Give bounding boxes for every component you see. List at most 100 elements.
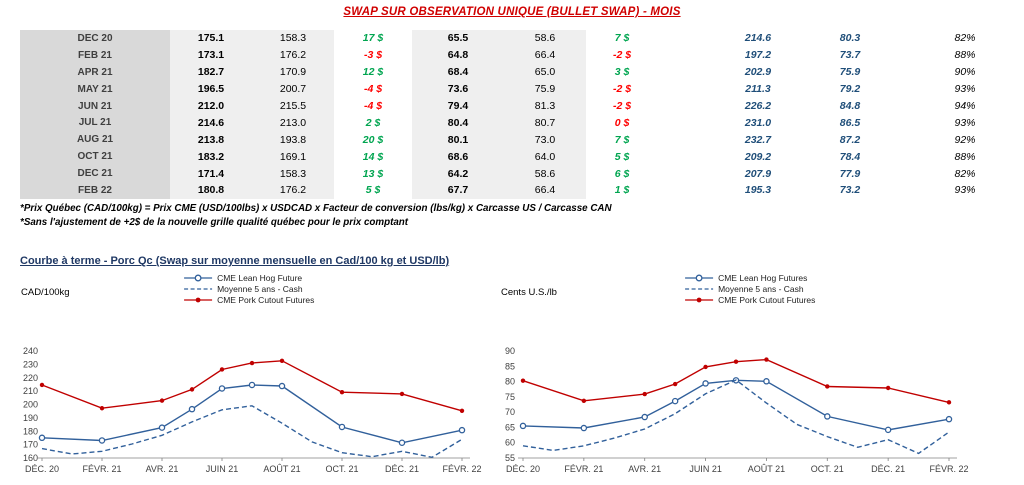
cell-diff_us: 6 $ xyxy=(614,167,630,180)
cell-cutout_us: 84.8 xyxy=(839,100,861,112)
cad-chart-legend: CME Lean Hog Future Moyenne 5 ans - Cash C… xyxy=(183,272,314,305)
legend-item: CME Pork Cutout Futures xyxy=(183,294,314,305)
cell-month: JUN 21 xyxy=(20,97,170,115)
cell-pct: 82% xyxy=(954,167,976,180)
cell-month: JUL 21 xyxy=(20,114,170,132)
cell-price_us: 68.4 xyxy=(412,63,504,81)
cell-diff_us: 5 $ xyxy=(614,150,630,163)
y-tick-label: 70 xyxy=(505,407,515,417)
cell-price_us: 80.1 xyxy=(412,131,504,149)
cell-price_us: 67.7 xyxy=(412,182,504,199)
cell-diff_cad: 2 $ xyxy=(365,116,381,129)
y-tick-label: 240 xyxy=(23,346,38,356)
x-tick-label: JUIN 21 xyxy=(689,464,722,474)
table-row: JUL 21 214.6 213.0 2 $ 80.4 80.7 0 $ 231.0 86.5 9… xyxy=(20,114,998,132)
x-tick-label: JUIN 21 xyxy=(206,464,239,474)
legend-line-sample-icon xyxy=(685,274,714,281)
cell-month: FEB 21 xyxy=(20,46,170,64)
x-tick-label: DÉC. 21 xyxy=(385,464,419,474)
cell-month: FEB 22 xyxy=(20,182,170,199)
section-title: Courbe à terme - Porc Qc (Swap sur moyen… xyxy=(20,255,450,267)
legend-item: CME Pork Cutout Futures xyxy=(684,294,815,305)
cell-month: DEC 21 xyxy=(20,165,170,183)
x-tick-label: AOÛT 21 xyxy=(748,464,785,474)
y-tick-label: 180 xyxy=(23,426,38,436)
footnote-formula: *Prix Québec (CAD/100kg) = Prix CME (USD… xyxy=(20,203,612,214)
usd-axis-unit-label: Cents U.S./lb xyxy=(501,287,557,298)
cell-price_us: 79.4 xyxy=(412,97,504,115)
table-row: DEC 21 171.4 158.3 13 $ 64.2 58.6 6 $ 207.9 77.9… xyxy=(20,165,998,183)
x-tick-label: AOÛT 21 xyxy=(263,464,300,474)
cell-cutout_us: 75.9 xyxy=(839,66,861,79)
cell-cutout_us: 73.2 xyxy=(839,184,861,197)
cell-price_cad: 175.1 xyxy=(170,30,252,47)
cell-diff_us: 1 $ xyxy=(614,184,630,197)
legend-line-sample-icon xyxy=(685,297,714,302)
cell-price_cad: 196.5 xyxy=(170,80,252,98)
x-tick-label: DÉC. 20 xyxy=(25,464,59,474)
cell-pct: 93% xyxy=(954,83,976,96)
table-row: APR 21 182.7 170.9 12 $ 68.4 65.0 3 $ 202.9 75.9… xyxy=(20,63,998,81)
cell-diff_us: 7 $ xyxy=(614,133,630,146)
series-line xyxy=(522,379,950,431)
table-row: JUN 21 212.0 215.5 -4 $ 79.4 81.3 -2 $ 226.2 84.… xyxy=(20,97,998,115)
x-tick-label: DÉC. 20 xyxy=(506,464,540,474)
x-tick-label: FÉVR. 21 xyxy=(564,464,603,474)
cell-cutout_cad: 231.0 xyxy=(744,116,772,129)
legend-item: CME Lean Hog Futures xyxy=(684,272,815,283)
cell-price_cad: 180.8 xyxy=(170,182,252,199)
cell-diff_cad: -3 $ xyxy=(363,49,383,62)
cell-cutout_cad: 232.7 xyxy=(744,133,772,146)
cell-cash_cad: 193.8 xyxy=(252,131,334,149)
cell-diff_us: 0 $ xyxy=(614,116,630,129)
legend-line-sample-icon xyxy=(184,297,213,302)
cell-cutout_cad: 197.2 xyxy=(744,49,772,62)
cell-cash_cad: 215.5 xyxy=(252,97,334,115)
x-tick-label: FÉVR. 22 xyxy=(929,464,968,474)
cell-cash_cad: 158.3 xyxy=(252,30,334,47)
series-line xyxy=(41,384,463,444)
cell-diff_cad: -4 $ xyxy=(363,83,383,96)
usd-price-chart: 55 60 65 70 75 80 85 90 DÉC. 20 FÉVR. 21 AVR. 21 JU… xyxy=(505,346,969,474)
legend-label: CME Lean Hog Futures xyxy=(718,272,808,283)
cell-price_cad: 212.0 xyxy=(170,97,252,115)
y-tick-label: 220 xyxy=(23,373,38,383)
x-tick-label: FÉVR. 22 xyxy=(442,464,481,474)
legend-item: Moyenne 5 ans - Cash xyxy=(684,283,815,294)
cell-price_us: 80.4 xyxy=(412,114,504,132)
cad-chart-block: 160 170 180 190 200 210 220 230 240 DÉC. 20 FÉVR. … xyxy=(15,271,493,483)
cell-pct: 88% xyxy=(954,150,976,163)
cell-cash_us: 64.0 xyxy=(504,148,586,166)
cell-diff_cad: 14 $ xyxy=(362,150,384,163)
legend-line-sample-icon xyxy=(184,287,213,290)
legend-item: Moyenne 5 ans - Cash xyxy=(183,283,314,294)
cell-month: OCT 21 xyxy=(20,148,170,166)
cad-price-chart: 160 170 180 190 200 210 220 230 240 DÉC. 20 FÉVR. … xyxy=(23,346,482,474)
cell-cash_us: 66.4 xyxy=(504,182,586,199)
cell-pct: 82% xyxy=(954,32,976,45)
cell-diff_cad: -4 $ xyxy=(363,100,383,112)
cell-cutout_us: 87.2 xyxy=(839,133,861,146)
table-row: MAY 21 196.5 200.7 -4 $ 73.6 75.9 -2 $ 211.3 79.… xyxy=(20,80,998,98)
legend-label: CME Pork Cutout Futures xyxy=(718,294,816,305)
x-tick-label: AVR. 21 xyxy=(628,464,661,474)
y-tick-label: 230 xyxy=(23,359,38,369)
cell-cutout_us: 79.2 xyxy=(839,83,861,96)
charts-row: 160 170 180 190 200 210 220 230 240 DÉC. 20 FÉVR. … xyxy=(15,271,1013,483)
cell-diff_cad: 17 $ xyxy=(362,32,384,45)
table-row: AUG 21 213.8 193.8 20 $ 80.1 73.0 7 $ 232.7 87.2… xyxy=(20,131,998,149)
cell-cash_us: 80.7 xyxy=(504,114,586,132)
cell-cash_us: 81.3 xyxy=(504,97,586,115)
x-tick-label: OCT. 21 xyxy=(811,464,844,474)
cell-diff_cad: 5 $ xyxy=(365,184,381,197)
x-tick-label: OCT. 21 xyxy=(325,464,358,474)
cell-pct: 90% xyxy=(954,66,976,79)
cell-price_us: 65.5 xyxy=(412,30,504,47)
cell-month: APR 21 xyxy=(20,63,170,81)
legend-item: CME Lean Hog Future xyxy=(183,272,314,283)
y-tick-label: 60 xyxy=(505,438,515,448)
cell-cash_us: 65.0 xyxy=(504,63,586,81)
legend-label: Moyenne 5 ans - Cash xyxy=(718,283,804,294)
cell-cash_us: 73.0 xyxy=(504,131,586,149)
cell-cutout_us: 73.7 xyxy=(839,49,861,62)
